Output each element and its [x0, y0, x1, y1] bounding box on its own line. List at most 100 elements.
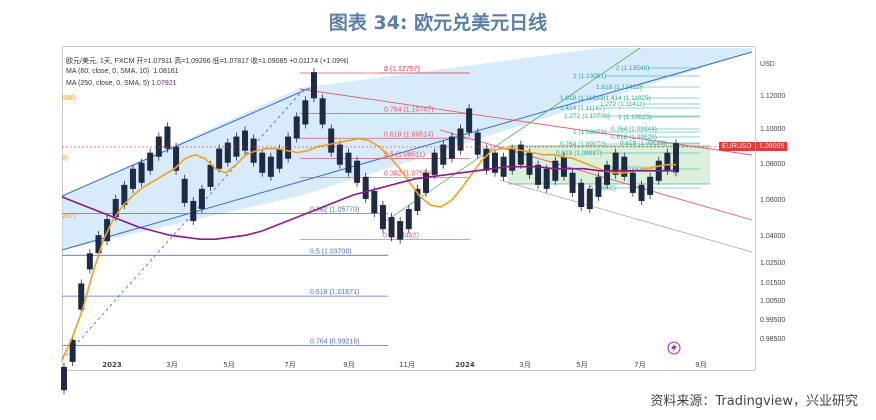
y-tick-label: 0.99500: [760, 317, 785, 324]
candle-body: [138, 162, 145, 183]
fib-teal-label: 0.618 (1.08887): [556, 150, 602, 157]
candle-body: [543, 168, 550, 189]
candle-body: [86, 253, 93, 270]
candle-body: [328, 128, 335, 153]
candle-body: [242, 130, 249, 151]
candle-body: [216, 148, 223, 169]
x-tick-label: 3月: [166, 361, 177, 369]
y-tick-label: 1.04000: [760, 233, 785, 240]
channel-upper-line: [61, 87, 311, 197]
fib-teal-label: (1.06660): [588, 185, 616, 192]
candle-body: [69, 339, 76, 362]
fib-teal-label: 2 (1.13548): [616, 65, 649, 72]
candle-body: [621, 156, 628, 177]
left-edge-label: 8): [62, 155, 68, 162]
legend-ma60-label: MA (60, close, 0, SMA, 10): [66, 68, 150, 75]
candle-body: [310, 72, 317, 99]
left-edge-label: 880): [62, 95, 76, 102]
candle-body: [104, 219, 111, 242]
ma60-line: [61, 137, 676, 361]
candle-body: [517, 144, 524, 165]
candle-body: [319, 98, 326, 125]
legend-ma250-label: MA (250, close, 0, SMA, 5): [66, 80, 150, 87]
candle-body: [535, 164, 542, 185]
fib-teal-label: 1 (1.09803): [573, 129, 606, 136]
candle-body: [491, 152, 498, 173]
candle-body: [147, 152, 154, 171]
lightning-icon: [671, 343, 677, 353]
source-note: 资料来源：Tradingview，兴业研究: [650, 394, 858, 409]
green-trend-line: [379, 47, 641, 226]
x-tick-label: 2023: [102, 361, 122, 369]
candle-body: [448, 136, 455, 159]
last-price-tag: 1.09085: [756, 142, 788, 151]
candle-body: [629, 172, 636, 193]
y-tick-label: 1.01500: [760, 280, 785, 287]
red-lower-line: [439, 129, 753, 221]
candle-body: [612, 152, 619, 175]
y-tick-label: 1.10000: [760, 126, 785, 133]
candle-body: [578, 182, 585, 207]
fib-teal-label: 0.764 (1.09944): [611, 126, 657, 133]
fib-teal-label: 1.618 (1.12422): [596, 84, 642, 91]
candle-body: [414, 188, 421, 212]
y-axis-unit: USD: [760, 61, 775, 68]
left-edge-label: 257): [62, 213, 76, 220]
fib-teal-label: 0.618 (1.09526): [611, 134, 657, 141]
candle-body: [431, 152, 438, 175]
x-tick-label: 7月: [634, 361, 645, 369]
fib-teal-label: 1.414 (1.11167): [560, 105, 605, 112]
candle-body: [78, 283, 85, 310]
candle-body: [207, 164, 214, 187]
legend-ma250-value: 1.07921: [151, 80, 177, 87]
candle-body: [371, 190, 378, 214]
candle-body: [129, 168, 136, 189]
candle-body: [276, 148, 283, 169]
fib-red-label: 0.764 (1.10747): [384, 106, 433, 113]
candle-body: [638, 184, 645, 201]
lightning-icon: [667, 341, 681, 355]
candle-body: [474, 132, 481, 155]
candle-body: [483, 148, 490, 171]
y-tick-label: 1.12000: [760, 93, 785, 100]
dashed-trendline: [61, 87, 306, 361]
legend-ohlc: 欧元/美元, 1天, FXCM 开=1.07911 高=1.09266 低=1.…: [66, 58, 349, 65]
candle-body: [302, 100, 309, 125]
candle-body: [405, 209, 412, 230]
fib-red-label: 0.382 (1.07569): [384, 170, 433, 177]
y-tick-label: 1.02500: [760, 260, 785, 267]
candle-body: [112, 198, 119, 218]
candle-body: [673, 143, 679, 173]
y-tick-label: 0.98500: [760, 336, 785, 343]
candle-body: [61, 366, 67, 391]
fib-teal-label: 1.272 (1.10706): [564, 113, 610, 120]
candle-body: [466, 108, 473, 133]
y-tick-label: 1.00500: [760, 298, 785, 305]
candle-body: [250, 138, 257, 163]
fib-blue-label: 0.764 (0.99216): [310, 339, 359, 346]
candle-body: [664, 152, 671, 171]
candle-body: [285, 136, 292, 159]
candle-body: [388, 217, 395, 238]
fib-red-label: 0.5 (1.08511): [384, 151, 425, 158]
uptrend-channel: [62, 48, 752, 250]
legend-ma250: MA (250, close, 0, SMA, 5) 1.07921: [66, 80, 177, 87]
candle-body: [595, 176, 602, 197]
candle-body: [379, 204, 386, 230]
fib-teal-label: 1.618 (1.11833)1.414 (1.11825): [560, 95, 651, 102]
candle-body: [526, 152, 533, 175]
fib-blue-label: 0.618 (1.01671): [310, 289, 359, 296]
x-tick-label: 7月: [284, 361, 295, 369]
candle-body: [586, 188, 593, 209]
x-tick-label: 11月: [399, 361, 415, 369]
fib-teal-label: 0.618 (1.09189): [620, 140, 666, 147]
x-tick-label: 5月: [223, 361, 234, 369]
candle-body: [345, 152, 352, 173]
candle-body: [362, 176, 369, 199]
candle-body: [259, 152, 266, 173]
fib-teal-label: 0.5 (1.07823): [609, 166, 648, 173]
candle-body: [354, 160, 361, 183]
candle-body: [336, 144, 343, 165]
candle-body: [155, 136, 162, 157]
